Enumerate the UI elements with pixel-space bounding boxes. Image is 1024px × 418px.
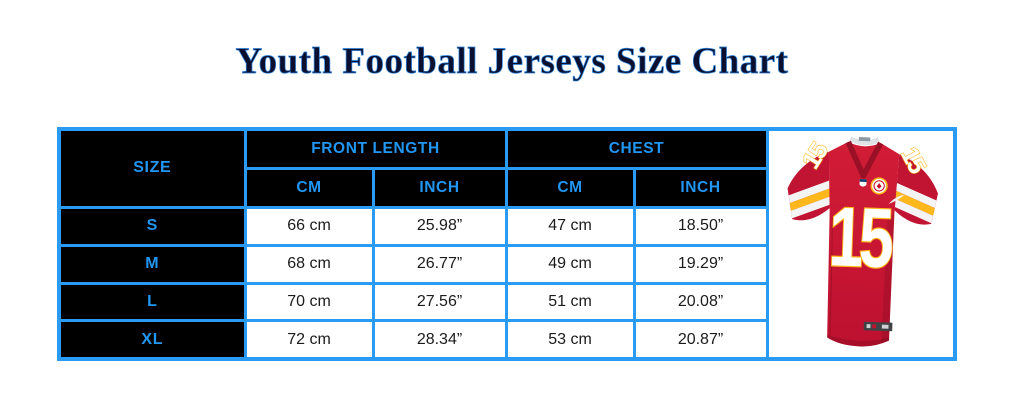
chest-number: 15 [826, 188, 894, 287]
jersey-graphic: 15 15 15 [786, 136, 940, 347]
front-length-inch-cell: 27.56” [371, 281, 508, 323]
front-length-inch-cell: 26.77” [371, 243, 508, 285]
front-length-inch-cell: 25.98” [371, 205, 508, 247]
chest-cm-cell: 47 cm [504, 205, 636, 247]
svg-text:15: 15 [827, 189, 893, 285]
size-cell: L [57, 281, 247, 323]
chest-cm-cell: 53 cm [504, 319, 636, 361]
front-length-cm-cell: 66 cm [243, 205, 375, 247]
jersey-photo: 15 15 15 [765, 127, 957, 361]
chest-cm-cell: 49 cm [504, 243, 636, 285]
table-row-size-xl: XL 72 cm 28.34” 53 cm 20.87” [57, 319, 955, 361]
size-cell: M [57, 243, 247, 285]
chest-inch-cell: 19.29” [632, 243, 769, 285]
subheader-front-length-inch: INCH [371, 166, 508, 209]
side-seam-left [829, 217, 833, 335]
column-header-chest: CHEST [504, 127, 769, 170]
column-header-size: SIZE [57, 127, 247, 209]
table-header-row-units: CM INCH CM INCH [59, 166, 955, 209]
subheader-front-length-cm: CM [243, 166, 375, 209]
table-row-size-m: M 68 cm 26.77” 49 cm 19.29” [57, 243, 955, 285]
nike-swoosh-icon [888, 194, 905, 204]
right-sleeve-stripes [893, 181, 940, 226]
front-length-cm-cell: 68 cm [243, 243, 375, 285]
table-row-size-l: L 70 cm 27.56” 51 cm 20.08” [57, 281, 955, 323]
subheader-chest-inch: INCH [632, 166, 769, 209]
table-row-size-s: S 66 cm 25.98” 47 cm 18.50” [57, 205, 955, 247]
chiefs-patch-icon [870, 177, 888, 195]
vneck-trim [845, 140, 883, 179]
size-cell: S [57, 205, 247, 247]
front-length-inch-cell: 28.34” [371, 319, 508, 361]
front-length-cm-cell: 72 cm [243, 319, 375, 361]
chest-inch-cell: 20.87” [632, 319, 769, 361]
collar-label [858, 137, 871, 142]
jock-tag [863, 321, 893, 332]
nfl-shield-icon [859, 179, 867, 187]
table-header-row-groups: SIZE FRONT LENGTH CHEST [57, 127, 957, 361]
front-length-cm-cell: 70 cm [243, 281, 375, 323]
chest-inch-cell: 20.08” [632, 281, 769, 323]
side-mesh-shade [881, 214, 895, 343]
chest-cm-cell: 51 cm [504, 281, 636, 323]
column-header-front-length: FRONT LENGTH [243, 127, 508, 170]
left-sleeve-stripes [786, 179, 832, 222]
page-title: Youth Football Jerseys Size Chart [235, 41, 789, 83]
size-chart-table: SIZE FRONT LENGTH CHEST [57, 127, 957, 361]
size-cell: XL [57, 319, 247, 361]
subheader-chest-cm: CM [504, 166, 636, 209]
chest-inch-cell: 18.50” [632, 205, 769, 247]
hem-shadow [826, 334, 889, 347]
